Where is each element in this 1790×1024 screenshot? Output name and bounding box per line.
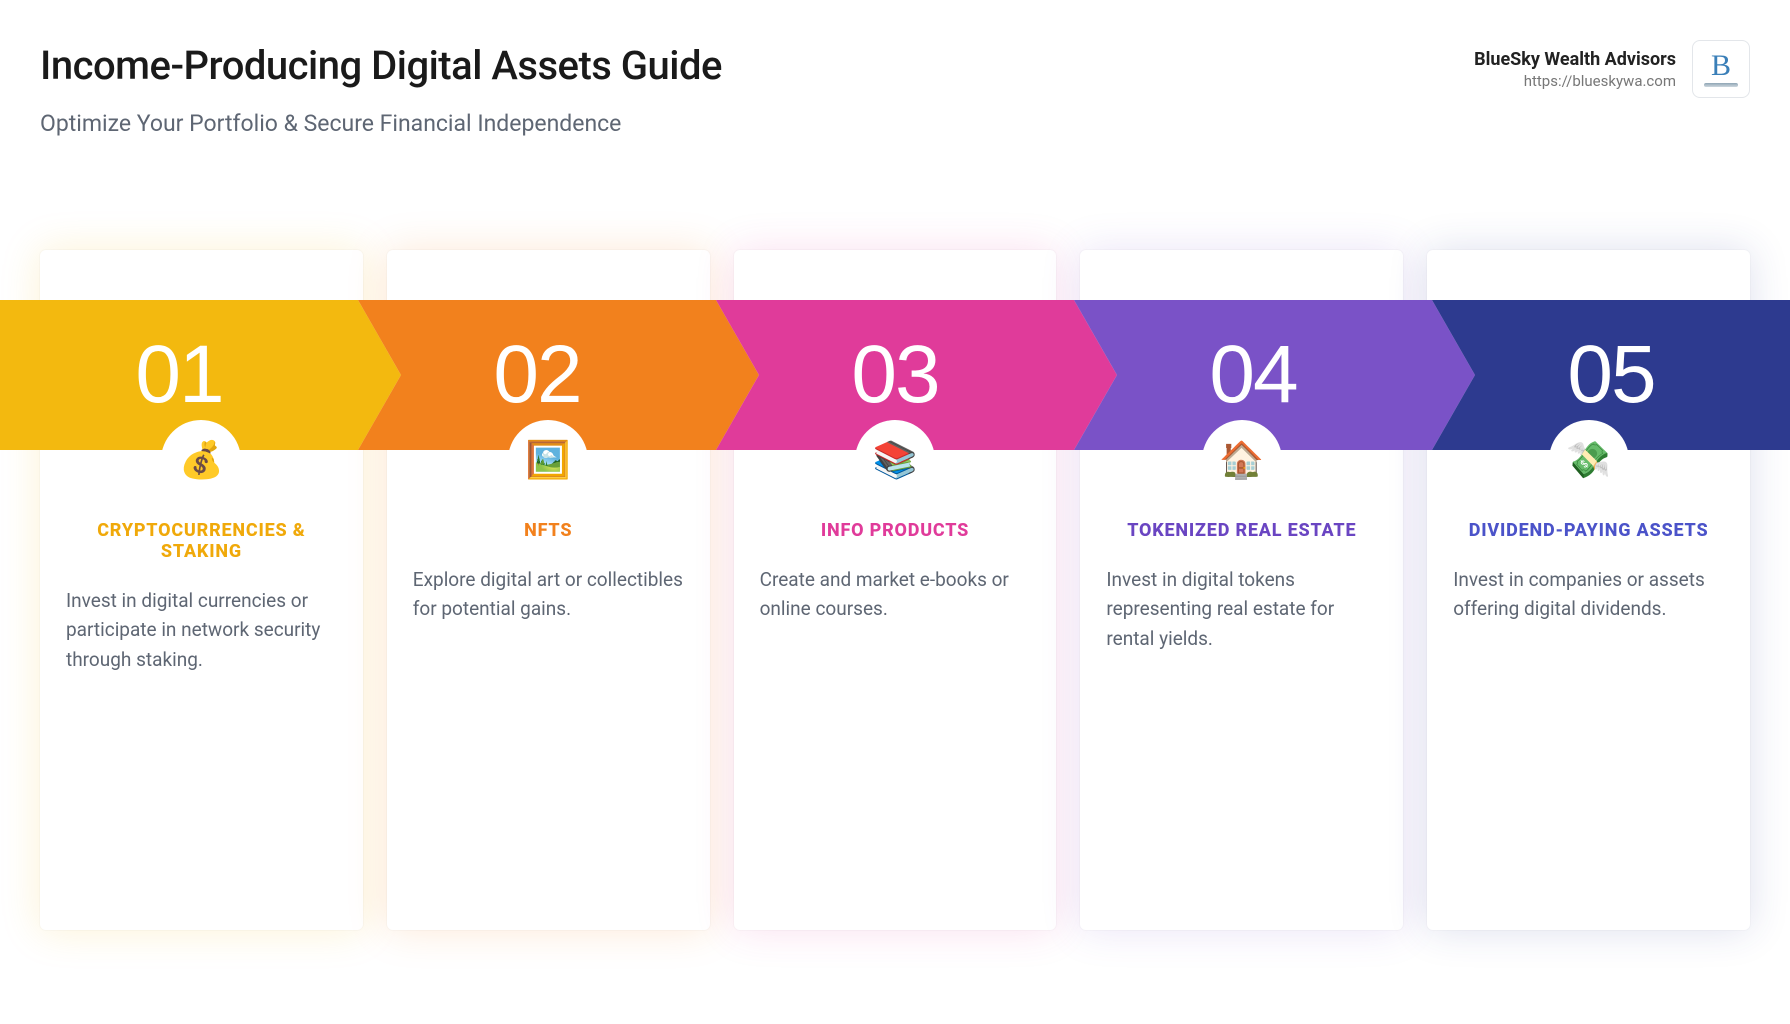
step-number: 04 bbox=[1209, 328, 1296, 422]
step-icon: 💰 bbox=[161, 420, 241, 500]
step-description: Invest in digital currencies or particip… bbox=[66, 586, 337, 674]
step-description: Explore digital art or collectibles for … bbox=[413, 565, 684, 624]
step-number: 02 bbox=[493, 328, 580, 422]
header: Income-Producing Digital Assets Guide Op… bbox=[40, 40, 1750, 137]
page-subtitle: Optimize Your Portfolio & Secure Financi… bbox=[40, 110, 722, 137]
step-title: NFTS bbox=[413, 520, 684, 541]
step-description: Invest in digital tokens representing re… bbox=[1106, 565, 1377, 653]
step-title: CRYPTOCURRENCIES & STAKING bbox=[66, 520, 337, 562]
step-icon: 💸 bbox=[1549, 420, 1629, 500]
step-description: Invest in companies or assets offering d… bbox=[1453, 565, 1724, 624]
step-number: 01 bbox=[135, 328, 222, 422]
brand-logo-letter: B bbox=[1711, 51, 1731, 81]
step-title: INFO PRODUCTS bbox=[760, 520, 1031, 541]
brand-logo-underline-icon bbox=[1704, 83, 1738, 87]
step-description: Create and market e-books or online cour… bbox=[760, 565, 1031, 624]
step-icon: 🖼️ bbox=[508, 420, 588, 500]
brand-name: BlueSky Wealth Advisors bbox=[1474, 49, 1676, 70]
step-number: 05 bbox=[1567, 328, 1654, 422]
page-title: Income-Producing Digital Assets Guide bbox=[40, 40, 722, 92]
step-icon: 🏠 bbox=[1202, 420, 1282, 500]
brand-url: https://blueskywa.com bbox=[1474, 72, 1676, 90]
step-title: DIVIDEND-PAYING ASSETS bbox=[1453, 520, 1724, 541]
step-icon: 📚 bbox=[855, 420, 935, 500]
brand-block: BlueSky Wealth Advisors https://blueskyw… bbox=[1474, 40, 1750, 98]
step-title: TOKENIZED REAL ESTATE bbox=[1106, 520, 1377, 541]
step-number: 03 bbox=[851, 328, 938, 422]
brand-logo-icon: B bbox=[1692, 40, 1750, 98]
